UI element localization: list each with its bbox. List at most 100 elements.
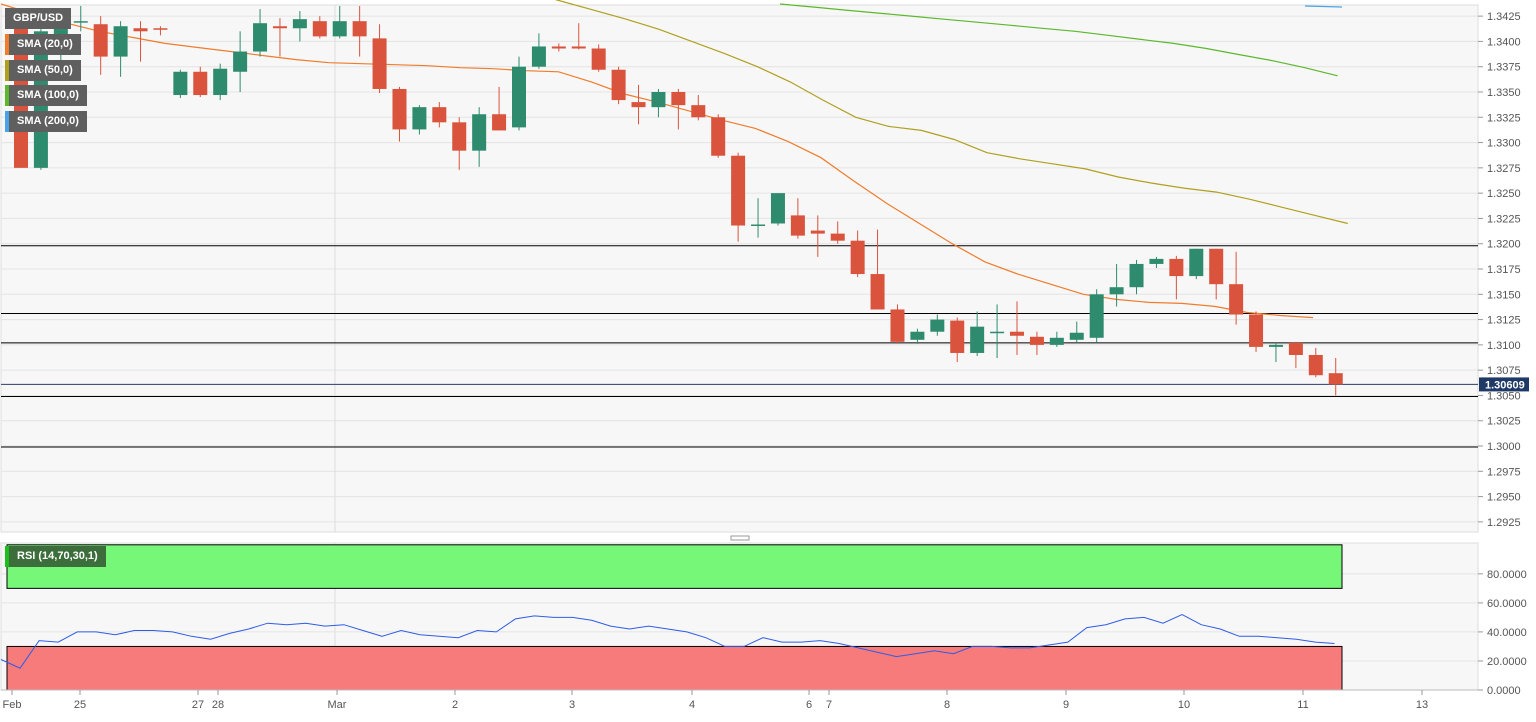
last-price-label: 1.30609 xyxy=(1485,379,1525,391)
candle-down xyxy=(611,69,626,101)
candle-up xyxy=(651,91,666,108)
price-axis-label: 1.3325 xyxy=(1487,112,1521,124)
candle-down xyxy=(312,21,327,37)
candle-down xyxy=(950,320,965,353)
candle-down xyxy=(452,122,467,151)
candle-up xyxy=(751,224,766,226)
panel-resize-handle xyxy=(730,535,750,541)
price-panel-bg xyxy=(0,4,1479,533)
candle-up xyxy=(990,331,1005,334)
price-axis-label: 1.3425 xyxy=(1487,11,1521,23)
candle-down xyxy=(1229,284,1244,315)
candle-up xyxy=(73,21,88,23)
x-axis-label: 11 xyxy=(1297,699,1308,711)
price-axis-label: 1.3025 xyxy=(1487,416,1521,428)
price-axis-label: 1.2975 xyxy=(1487,466,1521,478)
candle-down xyxy=(631,102,646,108)
candle-up xyxy=(332,21,347,37)
price-axis-label: 1.3200 xyxy=(1487,239,1521,251)
horizontal-levels xyxy=(1,245,1478,448)
candle-down xyxy=(1209,248,1224,285)
candle-down xyxy=(890,309,905,342)
candle-up xyxy=(213,68,228,96)
rsi-axis-label: 20.0000 xyxy=(1487,656,1527,668)
x-axis-label: 8 xyxy=(944,699,950,711)
candle-down xyxy=(731,155,746,226)
x-axis-label: 6 xyxy=(806,699,812,711)
rsi-overbought-zone xyxy=(6,544,1343,589)
candle-down xyxy=(272,26,287,29)
x-axis-label: 3 xyxy=(569,699,575,711)
price-axis-label: 1.3050 xyxy=(1487,390,1521,402)
axes: 1.3425 1.3400 1.3375 1.3350 1.3325 1.3300 1.32… xyxy=(1,11,1529,711)
legend-sma-20[interactable]: SMA (20,0) xyxy=(5,34,81,55)
sma-200-line xyxy=(1304,5,1343,8)
candle-down xyxy=(1308,354,1323,376)
price-axis-label: 1.3400 xyxy=(1487,36,1521,48)
candle-down xyxy=(492,114,507,131)
candle-down xyxy=(352,21,367,37)
x-axis-label: 10 xyxy=(1178,699,1190,711)
candle-down xyxy=(392,88,407,130)
candle-down xyxy=(571,46,586,49)
candle-up xyxy=(1149,258,1164,264)
candle-down xyxy=(1029,336,1044,345)
candle-up xyxy=(770,193,785,224)
candle-up xyxy=(253,23,268,52)
x-axis-label: 2 xyxy=(452,699,458,711)
legend-sma-50[interactable]: SMA (50,0) xyxy=(5,60,81,81)
candle-down xyxy=(93,24,108,57)
candle-up xyxy=(531,46,546,67)
candle-up xyxy=(472,114,487,151)
candle-down xyxy=(372,38,387,89)
candle-down xyxy=(432,107,447,123)
legend-sma-100[interactable]: SMA (100,0) xyxy=(5,85,87,106)
candle-up xyxy=(1109,287,1124,295)
candle-down xyxy=(1249,314,1264,347)
candle-down xyxy=(870,274,885,310)
x-axis-label: 27 xyxy=(192,699,204,711)
rsi-axis-label: 0.0000 xyxy=(1487,685,1521,697)
x-axis-label: 7 xyxy=(826,699,832,711)
price-axis-label: 1.3350 xyxy=(1487,87,1521,99)
candle-up xyxy=(1129,263,1144,288)
candle-down xyxy=(551,46,566,49)
price-axis-label: 1.3175 xyxy=(1487,264,1521,276)
candle-down xyxy=(850,240,865,275)
rsi-axis-label: 60.0000 xyxy=(1487,598,1527,610)
rsi-line xyxy=(0,613,1335,669)
sma-100-line xyxy=(779,3,1338,77)
price-axis-label: 1.3250 xyxy=(1487,188,1521,200)
price-axis-label: 1.3375 xyxy=(1487,62,1521,74)
rsi-oversold-zone xyxy=(6,645,1343,691)
candle-down xyxy=(1169,258,1184,277)
legend-sma-200[interactable]: SMA (200,0) xyxy=(5,111,87,132)
rsi-legend-label[interactable]: RSI (14,70,30,1) xyxy=(5,546,106,567)
candle-up xyxy=(1089,294,1104,338)
price-axis-label: 1.3300 xyxy=(1487,138,1521,150)
candle-down xyxy=(193,71,208,96)
x-axis-label: 28 xyxy=(212,699,224,711)
candle-down xyxy=(810,230,825,234)
price-axis-label: 1.3275 xyxy=(1487,163,1521,175)
x-axis-label: Feb xyxy=(3,699,22,711)
candle-down xyxy=(711,117,726,156)
candle-up xyxy=(1069,332,1084,340)
candle-up xyxy=(512,66,526,128)
candle-up xyxy=(113,26,128,57)
price-axis-label: 1.3150 xyxy=(1487,289,1521,301)
x-axis-label: 25 xyxy=(74,699,86,711)
candle-down xyxy=(591,48,606,70)
rsi-panel xyxy=(0,544,1343,691)
candle-up xyxy=(412,107,427,130)
candle-up xyxy=(173,71,188,96)
candle-up xyxy=(1268,344,1283,347)
rsi-axis-label: 80.0000 xyxy=(1487,569,1527,581)
candle-down xyxy=(790,215,805,236)
x-axis-label: 4 xyxy=(689,699,695,711)
candle-up xyxy=(233,51,248,72)
price-axis-label: 1.3075 xyxy=(1487,365,1521,377)
candle-down xyxy=(691,105,706,118)
candle-down xyxy=(153,28,168,30)
